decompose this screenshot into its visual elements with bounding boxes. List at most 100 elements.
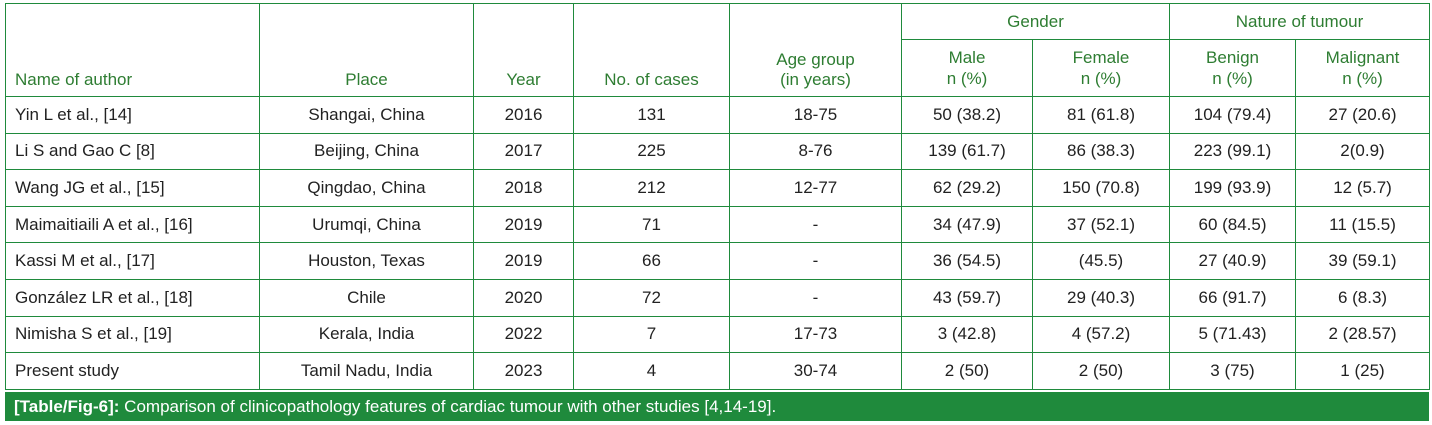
cell-female: 86 (38.3) [1031, 132, 1171, 171]
cell-author: Yin L et al., [14] [5, 96, 260, 134]
cell-malignant: 2 (28.57) [1295, 315, 1431, 354]
caption-text: Comparison of clinicopathology features … [119, 397, 777, 416]
cell-benign: 199 (93.9) [1169, 169, 1297, 207]
cell-cases: 212 [573, 169, 730, 207]
cell-year: 2023 [473, 352, 574, 390]
header-female-label: Female [1072, 48, 1130, 67]
cell-year: 2018 [473, 169, 574, 207]
cell-age: 17-73 [729, 315, 902, 354]
cell-year: 2019 [473, 205, 574, 244]
cell-benign: 104 (79.4) [1169, 96, 1297, 134]
cell-female: 37 (52.1) [1031, 205, 1171, 244]
table-row: González LR et al., [18] Chile 2020 72 -… [5, 278, 1431, 317]
header-age-line1: Age group [776, 50, 855, 69]
cell-cases: 72 [573, 278, 730, 317]
header-male: Male n (%) [901, 39, 1033, 97]
cell-male: 50 (38.2) [901, 96, 1033, 134]
cell-cases: 71 [573, 205, 730, 244]
header-cases: No. of cases [573, 3, 730, 97]
cell-female: 29 (40.3) [1031, 278, 1171, 317]
cell-author: Nimisha S et al., [19] [5, 315, 260, 354]
cell-cases: 7 [573, 315, 730, 354]
header-gender: Gender [900, 3, 1171, 40]
cell-place: Chile [259, 278, 474, 317]
cell-male: 43 (59.7) [901, 278, 1033, 317]
header-author: Name of author [5, 3, 260, 97]
table-row: Kassi M et al., [17] Houston, Texas 2019… [5, 242, 1431, 280]
comparison-table: Name of author Place Year No. of cases A… [5, 3, 1431, 390]
table-body: Yin L et al., [14] Shangai, China 2016 1… [5, 96, 1431, 390]
header-male-unit: n (%) [946, 69, 988, 88]
table-row: Nimisha S et al., [19] Kerala, India 202… [5, 315, 1431, 354]
cell-age: - [729, 242, 902, 280]
cell-author: Li S and Gao C [8] [5, 132, 260, 171]
cell-year: 2019 [473, 242, 574, 280]
header-malignant: Malignant n (%) [1295, 39, 1431, 97]
cell-male: 34 (47.9) [901, 205, 1033, 244]
header-benign-unit: n (%) [1212, 69, 1253, 88]
cell-author: Present study [5, 352, 260, 390]
cell-benign: 66 (91.7) [1169, 278, 1297, 317]
cell-benign: 223 (99.1) [1169, 132, 1297, 171]
cell-benign: 3 (75) [1169, 352, 1297, 390]
cell-benign: 27 (40.9) [1169, 242, 1297, 280]
header-female: Female n (%) [1031, 39, 1171, 97]
cell-cases: 66 [573, 242, 730, 280]
cell-malignant: 39 (59.1) [1295, 242, 1431, 280]
header-age-line2: (in years) [780, 70, 851, 89]
header-benign: Benign n (%) [1169, 39, 1297, 97]
cell-author: González LR et al., [18] [5, 278, 260, 317]
table-row: Yin L et al., [14] Shangai, China 2016 1… [5, 96, 1431, 134]
cell-year: 2020 [473, 278, 574, 317]
cell-malignant: 6 (8.3) [1295, 278, 1431, 317]
cell-male: 36 (54.5) [901, 242, 1033, 280]
cell-year: 2017 [473, 132, 574, 171]
header-male-label: Male [948, 48, 986, 67]
cell-malignant: 2(0.9) [1295, 132, 1431, 171]
cell-female: 81 (61.8) [1031, 96, 1171, 134]
cell-place: Qingdao, China [259, 169, 474, 207]
cell-malignant: 11 (15.5) [1295, 205, 1431, 244]
cell-author: Kassi M et al., [17] [5, 242, 260, 280]
header-benign-label: Benign [1206, 48, 1259, 67]
cell-male: 3 (42.8) [901, 315, 1033, 354]
cell-place: Urumqi, China [259, 205, 474, 244]
cell-female: 4 (57.2) [1031, 315, 1171, 354]
table-header: Name of author Place Year No. of cases A… [5, 3, 1431, 97]
cell-place: Houston, Texas [259, 242, 474, 280]
table-row: Li S and Gao C [8] Beijing, China 2017 2… [5, 132, 1431, 171]
cell-author: Wang JG et al., [15] [5, 169, 260, 207]
cell-male: 2 (50) [901, 352, 1033, 390]
header-year: Year [473, 3, 574, 97]
cell-cases: 4 [573, 352, 730, 390]
header-place: Place [259, 3, 474, 97]
cell-malignant: 1 (25) [1295, 352, 1431, 390]
cell-malignant: 27 (20.6) [1295, 96, 1431, 134]
cell-place: Tamil Nadu, India [259, 352, 474, 390]
cell-malignant: 12 (5.7) [1295, 169, 1431, 207]
cell-cases: 225 [573, 132, 730, 171]
cell-place: Shangai, China [259, 96, 474, 134]
cell-age: 18-75 [729, 96, 902, 134]
cell-female: 2 (50) [1031, 352, 1171, 390]
header-nature: Nature of tumour [1169, 3, 1431, 40]
header-age-group: Age group (in years) [729, 3, 902, 97]
table-caption: [Table/Fig-6]: Comparison of clinicopath… [5, 392, 1429, 421]
caption-label: [Table/Fig-6]: [14, 397, 120, 416]
cell-age: - [729, 205, 902, 244]
cell-male: 139 (61.7) [901, 132, 1033, 171]
cell-female: 150 (70.8) [1031, 169, 1171, 207]
cell-place: Beijing, China [259, 132, 474, 171]
cell-benign: 5 (71.43) [1169, 315, 1297, 354]
header-malignant-label: Malignant [1325, 48, 1400, 67]
cell-female: (45.5) [1031, 242, 1171, 280]
cell-age: 12-77 [729, 169, 902, 207]
cell-benign: 60 (84.5) [1169, 205, 1297, 244]
cell-male: 62 (29.2) [901, 169, 1033, 207]
cell-age: 30-74 [729, 352, 902, 390]
cell-author: Maimaitiaili A et al., [16] [5, 205, 260, 244]
cell-year: 2022 [473, 315, 574, 354]
table-row: Wang JG et al., [15] Qingdao, China 2018… [5, 169, 1431, 207]
cell-place: Kerala, India [259, 315, 474, 354]
table-row: Maimaitiaili A et al., [16] Urumqi, Chin… [5, 205, 1431, 244]
